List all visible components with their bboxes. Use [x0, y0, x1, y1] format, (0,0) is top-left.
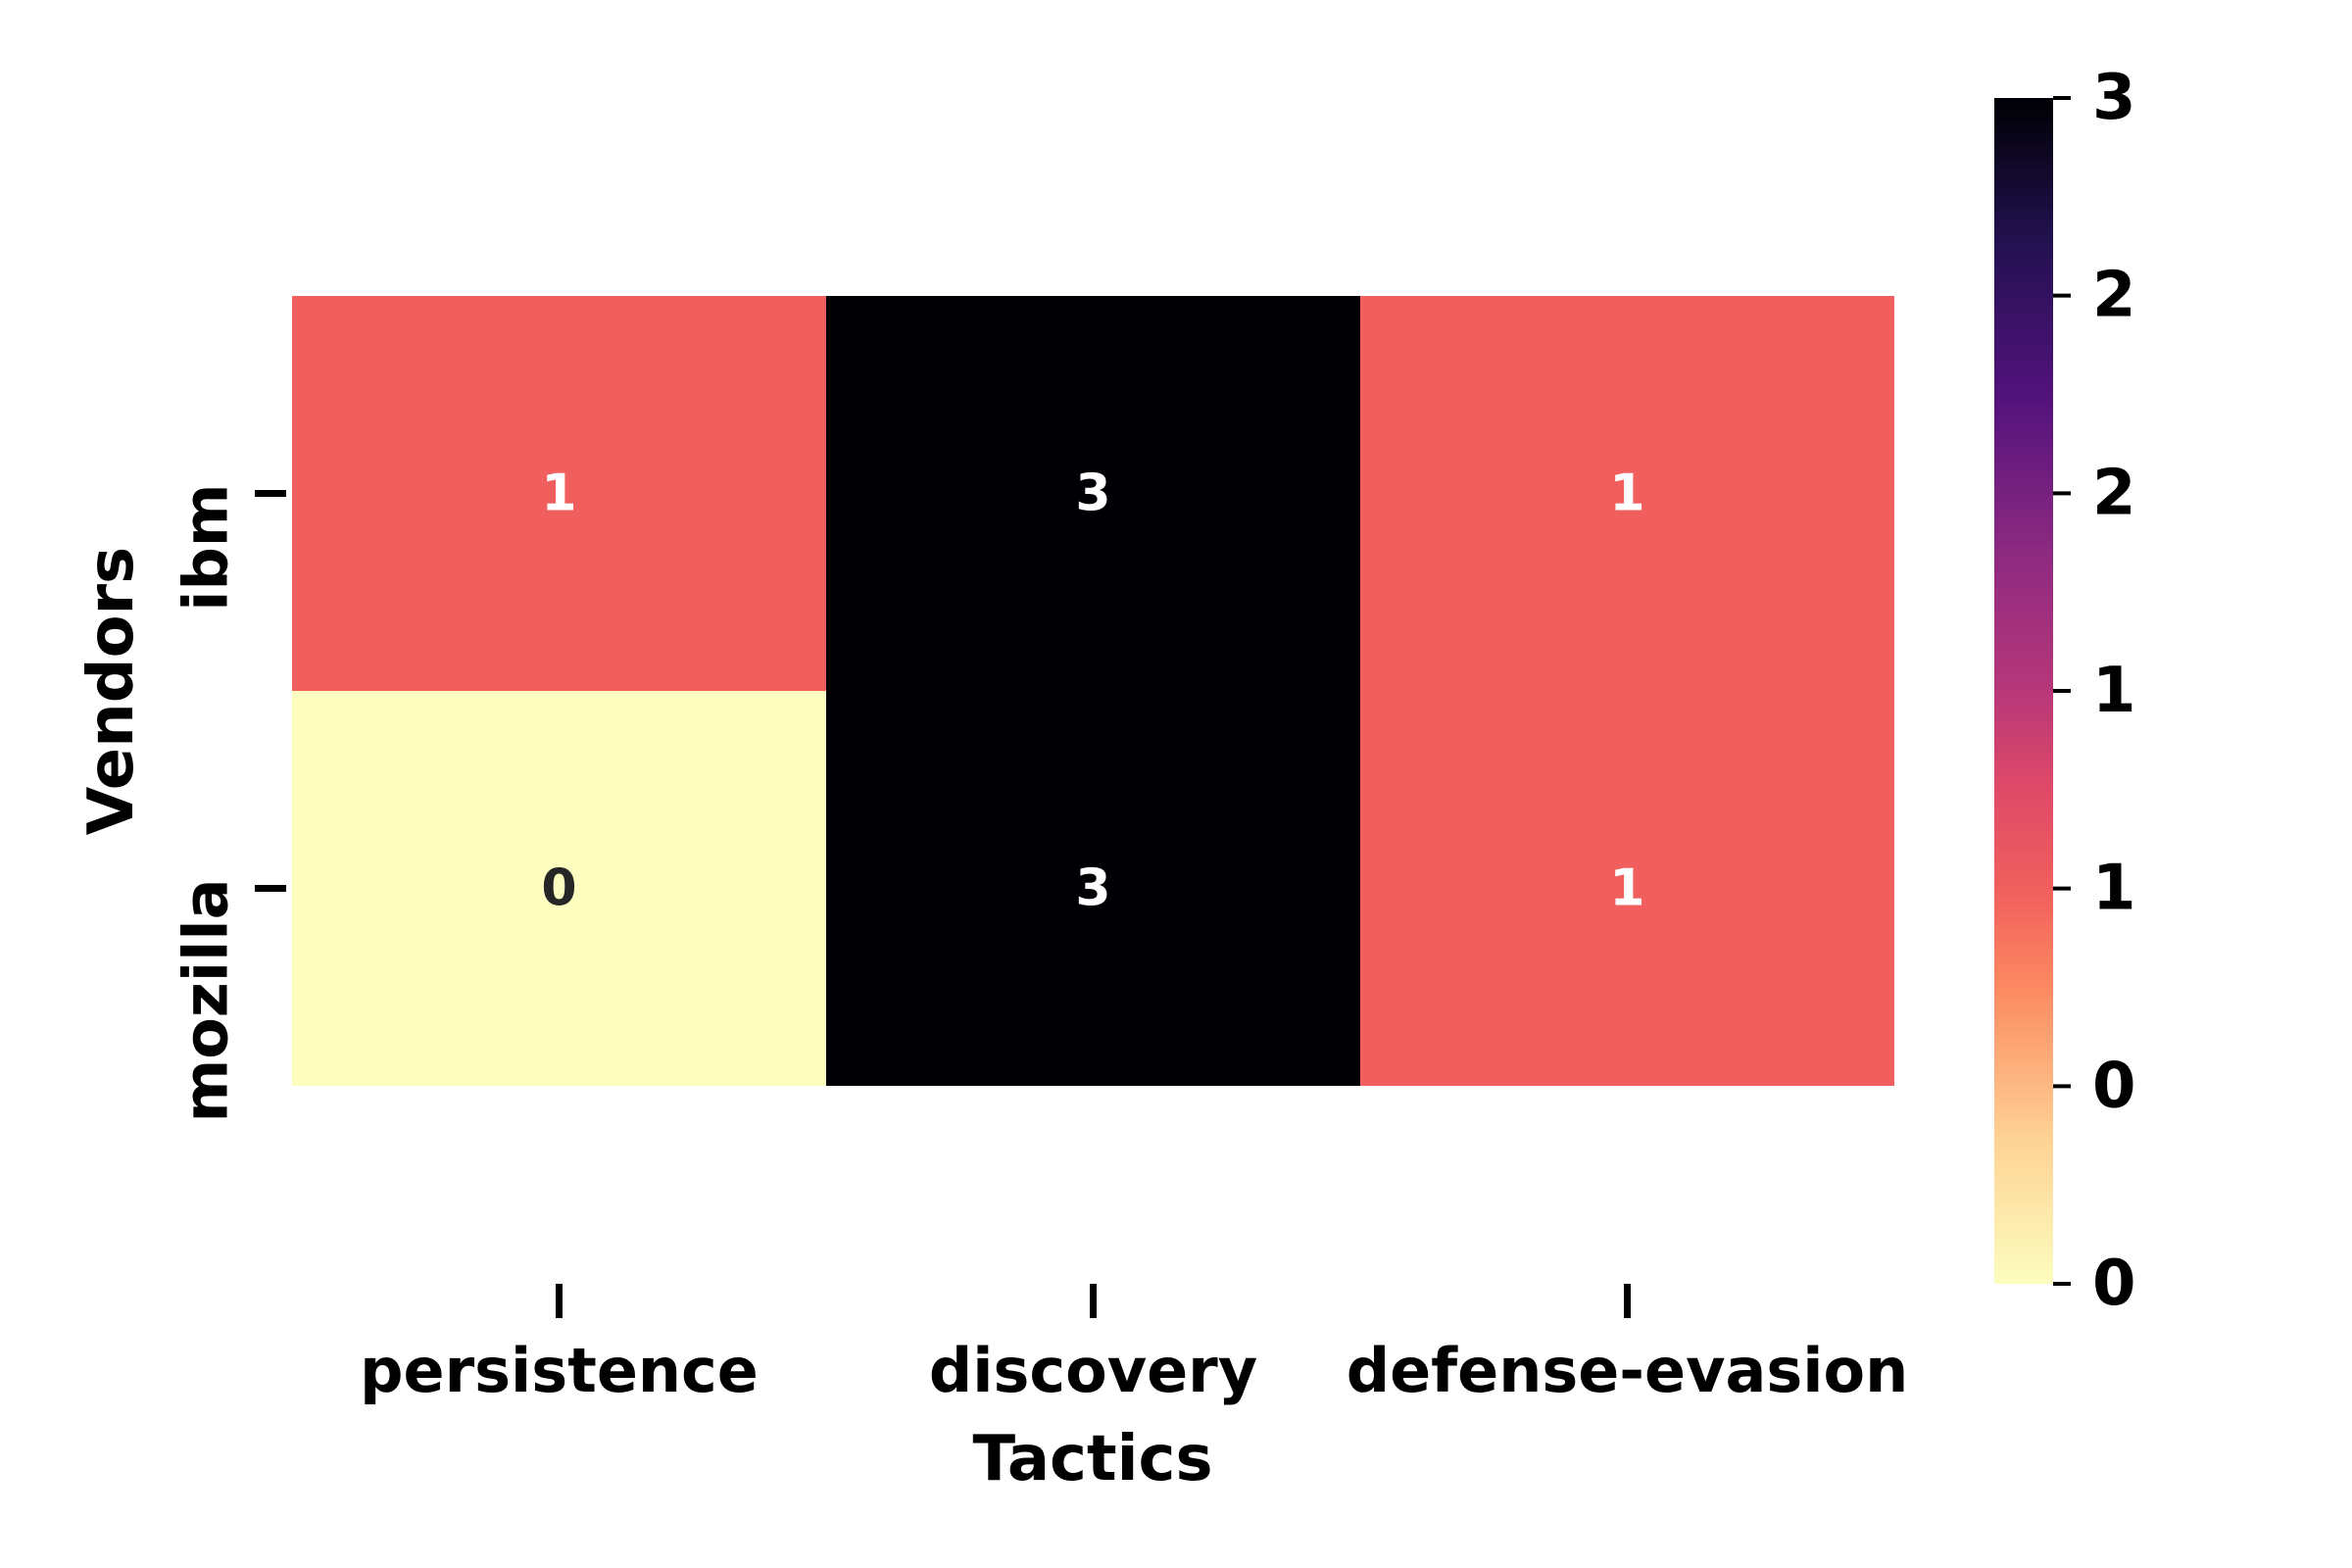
- colorbar-tick-label: 2: [2092, 260, 2136, 332]
- x-axis-label: Tactics: [972, 1423, 1212, 1495]
- y-axis-ticks: ibm mozilla: [171, 484, 286, 1123]
- heatmap-cells: 1 3 1 0 3 1: [292, 296, 1894, 1086]
- cell-value-label: 3: [1075, 859, 1110, 918]
- cell-value-label: 1: [541, 465, 576, 523]
- colorbar: 0 0 1 1 2 2 3: [1994, 62, 2136, 1320]
- cell-value-label: 1: [1609, 859, 1644, 918]
- colorbar-tick-label: 1: [2092, 853, 2136, 925]
- colorbar-tick-label: 0: [2092, 1248, 2136, 1320]
- y-axis-label: Vendors: [75, 547, 148, 835]
- heatmap-cell: [826, 691, 1360, 1086]
- x-axis-ticks: persistence discovery defense-evasion: [360, 1284, 1908, 1406]
- heatmap-cell: [292, 296, 826, 691]
- cell-value-label: 1: [1609, 465, 1644, 523]
- colorbar-tick-label: 0: [2092, 1050, 2136, 1122]
- colorbar-tick-label: 1: [2092, 655, 2136, 727]
- x-tick-label: defense-evasion: [1347, 1335, 1908, 1406]
- y-tick-label: ibm: [171, 484, 242, 612]
- y-tick-label: mozilla: [171, 879, 242, 1123]
- cell-value-label: 3: [1075, 465, 1110, 523]
- heatmap-cell: [1360, 691, 1894, 1086]
- colorbar-tick-label: 2: [2092, 457, 2136, 529]
- colorbar-gradient: [1994, 98, 2053, 1284]
- x-tick-label: discovery: [929, 1335, 1257, 1406]
- x-tick-label: persistence: [360, 1335, 759, 1406]
- cell-value-label: 0: [541, 859, 576, 918]
- heatmap-cell: [292, 691, 826, 1086]
- colorbar-ticks: 0 0 1 1 2 2 3: [2053, 62, 2136, 1320]
- heatmap-cell: [1360, 296, 1894, 691]
- colorbar-tick-label: 3: [2092, 62, 2136, 134]
- heatmap-cell: [826, 296, 1360, 691]
